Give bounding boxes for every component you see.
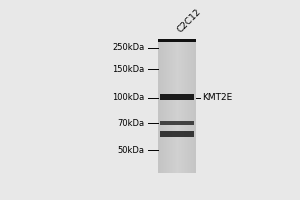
Text: 50kDa: 50kDa bbox=[118, 146, 145, 155]
Bar bbox=[160, 94, 194, 100]
Bar bbox=[160, 121, 194, 125]
Text: 250kDa: 250kDa bbox=[112, 43, 145, 52]
Text: 70kDa: 70kDa bbox=[117, 119, 145, 128]
Text: 150kDa: 150kDa bbox=[112, 65, 145, 74]
Text: KMT2E: KMT2E bbox=[202, 93, 233, 102]
Text: C2C12: C2C12 bbox=[176, 8, 203, 35]
Text: 100kDa: 100kDa bbox=[112, 93, 145, 102]
Bar bbox=[160, 131, 194, 137]
Bar bbox=[158, 39, 196, 42]
